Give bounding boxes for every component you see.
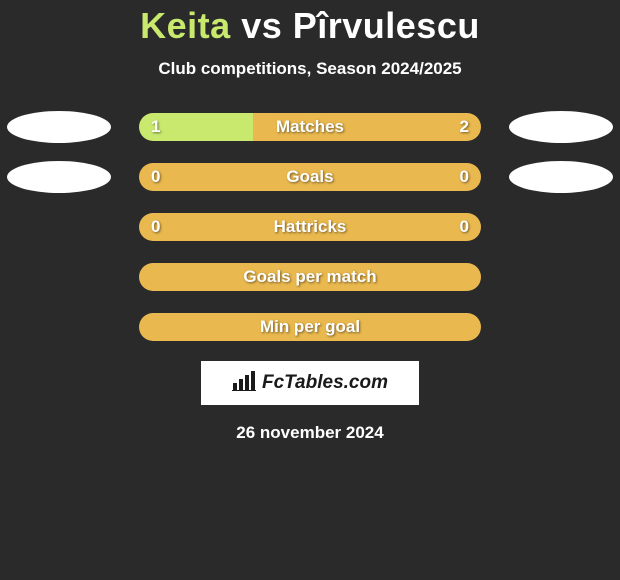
subtitle: Club competitions, Season 2024/2025 (0, 59, 620, 79)
stat-label: Goals per match (243, 267, 376, 287)
stat-value-left: 0 (151, 217, 160, 237)
bar-chart-icon (232, 371, 256, 396)
stat-label: Matches (276, 117, 344, 137)
stat-label: Hattricks (274, 217, 347, 237)
stat-bar: Hattricks 0 0 (139, 213, 481, 241)
player2-name: Pîrvulescu (293, 5, 480, 46)
stat-row: Goals per match (0, 261, 620, 293)
team-badge-left (7, 111, 111, 143)
badge-spacer (509, 211, 613, 243)
page-title: Keita vs Pîrvulescu (0, 5, 620, 47)
stat-value-right: 2 (460, 117, 469, 137)
stat-row: Goals 0 0 (0, 161, 620, 193)
stat-value-right: 0 (460, 167, 469, 187)
stat-value-right: 0 (460, 217, 469, 237)
badge-spacer (7, 311, 111, 343)
stat-bar: Goals 0 0 (139, 163, 481, 191)
stats-card: Keita vs Pîrvulescu Club competitions, S… (0, 0, 620, 443)
footer-date: 26 november 2024 (0, 423, 620, 443)
vs-text: vs (241, 5, 282, 46)
stat-value-left: 0 (151, 167, 160, 187)
stat-value-left: 1 (151, 117, 160, 137)
stat-row: Hattricks 0 0 (0, 211, 620, 243)
stat-row: Matches 1 2 (0, 111, 620, 143)
brand-text: FcTables.com (262, 372, 388, 394)
brand-logo[interactable]: FcTables.com (201, 361, 419, 405)
stat-label: Goals (286, 167, 333, 187)
player1-name: Keita (140, 5, 231, 46)
stat-bar: Matches 1 2 (139, 113, 481, 141)
stat-bar: Goals per match (139, 263, 481, 291)
badge-spacer (7, 211, 111, 243)
stat-row: Min per goal (0, 311, 620, 343)
team-badge-right (509, 111, 613, 143)
badge-spacer (7, 261, 111, 293)
badge-spacer (509, 261, 613, 293)
stat-label: Min per goal (260, 317, 360, 337)
team-badge-left (7, 161, 111, 193)
badge-spacer (509, 311, 613, 343)
team-badge-right (509, 161, 613, 193)
stats-list: Matches 1 2 Goals 0 0 Hattricks 0 0 Goals per mat… (0, 111, 620, 343)
stat-bar: Min per goal (139, 313, 481, 341)
